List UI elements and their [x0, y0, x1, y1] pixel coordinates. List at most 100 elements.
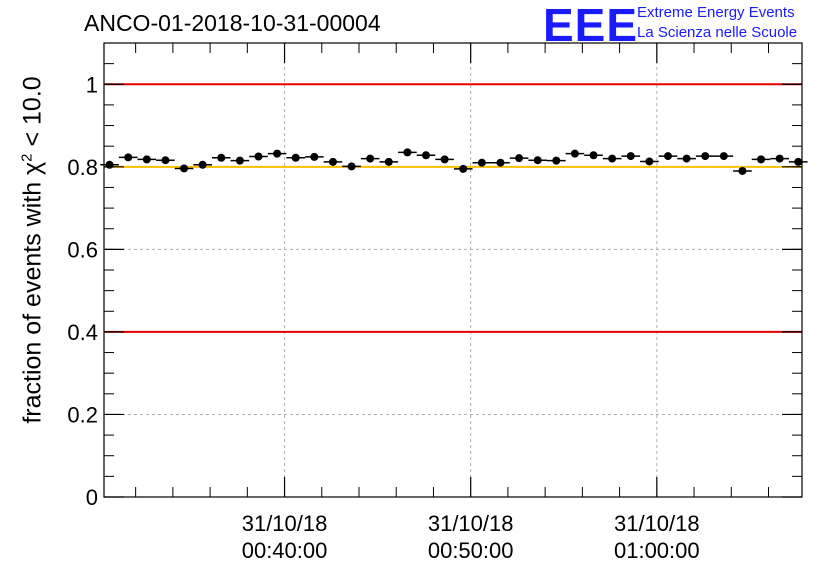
plot-frame	[103, 42, 803, 498]
data-point	[156, 156, 175, 165]
data-point-marker	[105, 160, 114, 169]
data-point-marker	[794, 157, 803, 166]
data-point	[695, 152, 715, 161]
x-tick-time: 00:50:00	[427, 538, 514, 563]
data-point-marker	[757, 155, 766, 164]
data-point	[770, 154, 789, 163]
data-point-marker	[403, 148, 412, 157]
data-points	[100, 148, 808, 175]
data-point-marker	[142, 155, 151, 164]
data-point-marker	[608, 154, 617, 163]
y-tick-label: 0.8	[67, 155, 98, 180]
data-point	[565, 149, 585, 158]
data-point-marker	[570, 149, 579, 158]
data-point-marker	[328, 157, 337, 166]
data-point	[546, 156, 566, 165]
x-tick-date: 31/10/18	[427, 511, 514, 536]
data-point-marker	[180, 164, 189, 173]
data-point	[509, 154, 529, 163]
data-point-marker	[459, 164, 468, 173]
data-point	[621, 152, 641, 161]
data-point-marker	[589, 151, 598, 160]
data-point	[528, 156, 547, 165]
data-point-marker	[626, 152, 635, 161]
data-point	[379, 157, 399, 166]
data-point	[323, 157, 343, 166]
data-point-marker	[161, 156, 170, 165]
data-point-marker	[217, 153, 226, 162]
data-point	[118, 153, 138, 162]
data-point-marker	[440, 155, 449, 164]
data-point-marker	[645, 157, 654, 166]
data-point	[193, 160, 212, 169]
data-point	[788, 157, 808, 166]
data-point	[360, 154, 380, 163]
data-point-marker	[198, 160, 207, 169]
data-point-marker	[682, 154, 691, 163]
data-point-marker	[347, 162, 356, 171]
data-point-marker	[533, 156, 542, 165]
data-point-marker	[663, 152, 672, 161]
data-point	[267, 149, 287, 158]
data-point	[137, 155, 157, 164]
x-tick-time: 01:00:00	[613, 538, 700, 563]
data-point-marker	[701, 152, 710, 161]
data-point	[100, 160, 119, 169]
data-point-marker	[310, 152, 319, 161]
x-tick-label: 31/10/18 00:40:00	[242, 510, 328, 564]
logo-subtitle-line1: Extreme Energy Events	[637, 4, 795, 21]
data-point-marker	[291, 153, 300, 162]
data-point-marker	[775, 154, 784, 163]
y-tick-labels: 0 0.2 0.4 0.6 0.8 1	[67, 72, 98, 510]
data-point	[733, 166, 752, 175]
data-point	[174, 164, 194, 173]
data-point-marker	[254, 152, 263, 161]
data-point	[435, 155, 454, 164]
data-point	[602, 154, 622, 163]
data-point	[584, 151, 603, 160]
y-tick-label: 0.2	[67, 402, 98, 427]
y-tick-label: 0.6	[67, 237, 98, 262]
y-tick-label: 1	[86, 72, 98, 97]
data-point-marker	[273, 149, 282, 158]
data-point	[751, 155, 771, 164]
data-point	[472, 158, 492, 167]
data-point	[211, 153, 231, 162]
data-point	[658, 152, 678, 161]
data-point	[286, 153, 306, 162]
data-point	[640, 157, 659, 166]
data-point-marker	[738, 166, 747, 175]
data-point-marker	[422, 151, 431, 160]
y-tick-label: 0.4	[67, 320, 98, 345]
data-point-marker	[719, 152, 728, 161]
data-point	[491, 158, 510, 167]
data-point-marker	[552, 156, 561, 165]
y-tick-label: 0	[86, 485, 98, 510]
data-point-marker	[496, 158, 505, 167]
data-point	[416, 151, 436, 160]
data-point	[342, 162, 361, 171]
data-point	[230, 156, 250, 165]
data-point	[249, 152, 268, 161]
data-point	[677, 154, 696, 163]
reference-lines	[104, 83, 802, 333]
grid	[104, 43, 802, 497]
data-point-marker	[515, 154, 524, 163]
data-point-marker	[477, 158, 486, 167]
axis-ticks	[104, 42, 802, 498]
x-tick-label: 31/10/18 01:00:00	[614, 510, 700, 564]
data-point	[453, 164, 473, 173]
logo-subtitle-line2: La Scienza nelle Scuole	[637, 24, 798, 41]
data-point-marker	[124, 153, 133, 162]
data-point	[714, 152, 734, 161]
x-tick-time: 00:40:00	[241, 538, 328, 563]
x-tick-label: 31/10/18 00:50:00	[428, 510, 514, 564]
x-tick-date: 31/10/18	[613, 511, 700, 536]
data-point-marker	[366, 154, 375, 163]
data-point	[398, 148, 417, 157]
x-tick-date: 31/10/18	[241, 511, 328, 536]
data-point-marker	[235, 156, 244, 165]
chart-title: ANCO-01-2018-10-31-00004	[84, 10, 381, 36]
data-point	[305, 152, 324, 161]
